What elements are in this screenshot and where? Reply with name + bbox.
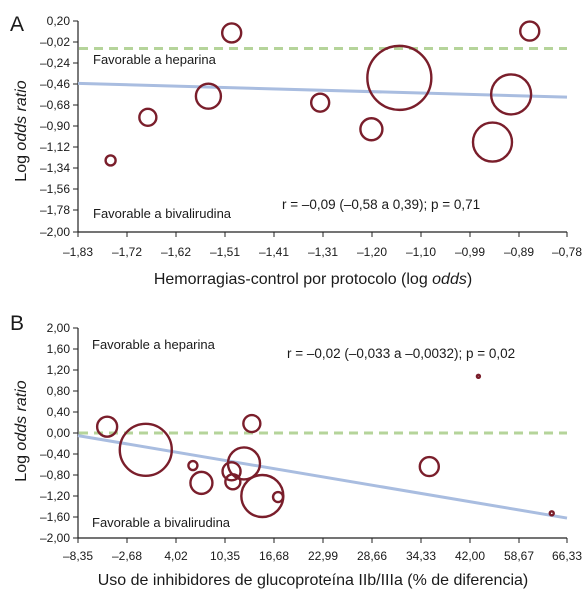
study-bubble-a — [489, 73, 533, 116]
y-tick-label-b: 0,80 — [47, 384, 71, 398]
x-tick-label-b: 66,33 — [552, 549, 582, 563]
y-tick-label-a: –1,34 — [40, 161, 70, 175]
y-tick-label-b: 1,60 — [47, 342, 71, 356]
x-tick-label-b: 22,99 — [308, 549, 338, 563]
favor-bivalirudin-note-a: Favorable a bivalirudina — [93, 206, 232, 221]
study-bubble-b — [271, 490, 285, 504]
x-tick-label-b: 28,66 — [357, 549, 387, 563]
y-tick-label-b: –0,80 — [40, 468, 70, 482]
regression-line-a — [77, 81, 568, 99]
favor-bivalirudin-note-b: Favorable a bivalirudina — [92, 515, 231, 530]
study-bubble-a — [220, 22, 243, 44]
y-tick-label-a: –0,68 — [40, 98, 70, 112]
y-tick-label-a: –1,56 — [40, 182, 70, 196]
study-bubble-a — [104, 154, 117, 167]
x-tick-label-a: –1,20 — [357, 245, 387, 259]
study-bubble-a — [519, 20, 541, 42]
study-bubble-b — [221, 461, 242, 482]
study-bubble-a — [194, 82, 223, 110]
study-bubble-b — [95, 415, 119, 438]
y-axis-title-b: Log odds ratio — [13, 380, 30, 482]
y-axis-title-a: Log odds ratio — [13, 80, 30, 182]
x-tick-label-b: –2,68 — [112, 549, 142, 563]
x-tick-label-b: 42,00 — [455, 549, 485, 563]
y-tick-label-b: –0,40 — [40, 447, 70, 461]
x-tick-label-a: –1,72 — [112, 245, 142, 259]
y-tick-label-b: –1,20 — [40, 489, 70, 503]
y-tick-label-b: 0,40 — [47, 405, 71, 419]
x-tick-label-a: –1,31 — [308, 245, 338, 259]
study-bubble-a — [366, 44, 433, 112]
study-bubble-a — [359, 117, 384, 142]
study-bubble-b — [118, 422, 173, 477]
study-bubble-b — [189, 470, 214, 496]
panel-a: A Log odds ratio Hemorragias-control por… — [10, 13, 582, 288]
x-tick-label-a: –0,99 — [455, 245, 485, 259]
y-tick-label-a: 0,20 — [47, 14, 71, 28]
study-bubble-a — [309, 92, 331, 113]
x-tick-label-a: –1,10 — [406, 245, 436, 259]
study-bubble-a — [138, 107, 158, 128]
study-bubble-b — [187, 459, 199, 472]
study-bubble-b — [240, 473, 285, 519]
x-tick-label-a: –1,51 — [210, 245, 240, 259]
x-axis-title-a: Hemorragias-control por protocolo (log o… — [154, 271, 472, 288]
study-bubble-b — [418, 455, 440, 478]
study-bubble-b — [548, 510, 555, 517]
y-tick-label-a: –2,00 — [40, 225, 70, 239]
y-tick-label-a: –0,46 — [40, 77, 70, 91]
favor-heparin-note-b: Favorable a heparina — [92, 337, 216, 352]
y-tick-label-a: –1,78 — [40, 203, 70, 217]
y-tick-label-b: –2,00 — [40, 531, 70, 545]
correlation-stat-a: r = –0,09 (–0,58 a 0,39); p = 0,71 — [282, 197, 480, 212]
panel-b: B Log odds ratio Uso de inhibidores de g… — [10, 312, 582, 589]
x-tick-label-a: –0,78 — [552, 245, 582, 259]
x-axis-title-b: Uso de inhibidores de glucoproteína IIb/… — [98, 572, 528, 589]
study-bubble-b — [475, 373, 482, 379]
x-tick-label-a: –0,89 — [504, 245, 534, 259]
y-tick-label-b: 0,00 — [47, 426, 71, 440]
study-bubble-b — [224, 473, 242, 491]
x-tick-label-b: 16,68 — [259, 549, 289, 563]
x-tick-label-b: 10,35 — [210, 549, 240, 563]
y-tick-label-b: 2,00 — [47, 321, 71, 335]
correlation-stat-b: r = –0,02 (–0,033 a –0,0032); p = 0,02 — [287, 346, 515, 361]
x-tick-label-b: –8,35 — [63, 549, 93, 563]
y-tick-label-b: –1,60 — [40, 510, 70, 524]
panel-label-a: A — [10, 13, 24, 36]
panel-label-b: B — [10, 312, 24, 335]
y-tick-label-a: –0,02 — [40, 35, 70, 49]
x-tick-label-b: 58,67 — [504, 549, 534, 563]
x-tick-label-a: –1,41 — [259, 245, 289, 259]
study-bubble-b — [226, 446, 262, 481]
favor-heparin-note-a: Favorable a heparina — [93, 52, 217, 67]
x-tick-label-a: –1,83 — [63, 245, 93, 259]
y-tick-label-b: 1,20 — [47, 363, 71, 377]
y-tick-label-a: –1,12 — [40, 140, 70, 154]
x-tick-label-b: 4,02 — [164, 549, 188, 563]
study-bubble-a — [471, 121, 514, 163]
y-tick-label-a: –0,24 — [40, 56, 70, 70]
y-tick-label-a: –0,90 — [40, 119, 70, 133]
study-bubble-b — [242, 413, 262, 434]
x-tick-label-a: –1,62 — [161, 245, 191, 259]
regression-line-b — [77, 434, 568, 520]
x-tick-label-b: 34,33 — [406, 549, 436, 563]
